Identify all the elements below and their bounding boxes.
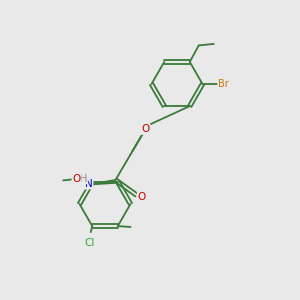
Text: Br: Br bbox=[218, 79, 229, 89]
Text: Cl: Cl bbox=[84, 238, 94, 248]
Text: O: O bbox=[73, 174, 81, 184]
Text: N: N bbox=[85, 178, 93, 189]
Text: O: O bbox=[138, 191, 146, 202]
Text: O: O bbox=[141, 124, 150, 134]
Text: H: H bbox=[80, 173, 87, 184]
